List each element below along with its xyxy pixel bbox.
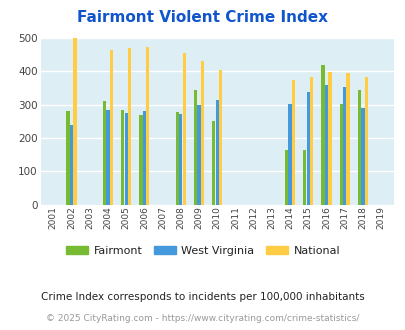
Bar <box>328 72 331 205</box>
Bar <box>146 47 149 205</box>
Bar <box>66 111 70 205</box>
Bar <box>211 120 215 205</box>
Bar <box>288 104 291 205</box>
Bar <box>139 115 142 205</box>
Bar <box>73 38 77 205</box>
Bar <box>309 77 313 205</box>
Bar <box>200 61 204 205</box>
Bar <box>342 87 345 205</box>
Text: Fairmont Violent Crime Index: Fairmont Violent Crime Index <box>77 10 328 25</box>
Bar <box>324 85 327 205</box>
Bar <box>357 90 360 205</box>
Bar <box>70 125 73 205</box>
Bar <box>182 53 185 205</box>
Bar <box>179 114 182 205</box>
Bar <box>128 48 131 205</box>
Bar <box>303 149 306 205</box>
Bar <box>321 65 324 205</box>
Bar <box>194 90 197 205</box>
Bar <box>215 100 218 205</box>
Bar <box>121 110 124 205</box>
Bar <box>364 77 367 205</box>
Bar <box>109 50 113 205</box>
Bar <box>291 80 294 205</box>
Text: © 2025 CityRating.com - https://www.cityrating.com/crime-statistics/: © 2025 CityRating.com - https://www.city… <box>46 314 359 323</box>
Bar <box>345 73 349 205</box>
Bar <box>284 149 288 205</box>
Bar <box>124 113 128 205</box>
Bar <box>360 108 364 205</box>
Bar <box>306 92 309 205</box>
Legend: Fairmont, West Virginia, National: Fairmont, West Virginia, National <box>61 241 344 260</box>
Bar <box>175 112 179 205</box>
Bar <box>218 70 222 205</box>
Bar <box>102 101 106 205</box>
Text: Crime Index corresponds to incidents per 100,000 inhabitants: Crime Index corresponds to incidents per… <box>41 292 364 302</box>
Bar <box>143 111 146 205</box>
Bar <box>339 104 342 205</box>
Bar <box>106 110 109 205</box>
Bar <box>197 105 200 205</box>
